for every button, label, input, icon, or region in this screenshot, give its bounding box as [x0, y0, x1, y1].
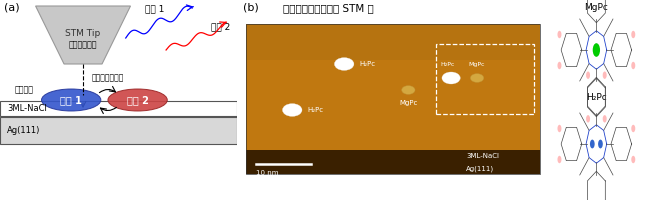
- Text: H₂Pc: H₂Pc: [441, 62, 455, 67]
- Circle shape: [590, 140, 595, 148]
- Circle shape: [471, 74, 484, 82]
- Text: (b): (b): [243, 3, 259, 13]
- Circle shape: [603, 115, 606, 123]
- Text: トンネル電流: トンネル電流: [69, 40, 97, 49]
- Bar: [0, 101, 237, 116]
- Text: MgPc: MgPc: [399, 100, 417, 106]
- Text: H₂Pc: H₂Pc: [307, 107, 324, 113]
- Circle shape: [631, 125, 635, 132]
- Circle shape: [631, 62, 635, 69]
- Circle shape: [631, 156, 635, 163]
- Text: エネルギー移動: エネルギー移動: [92, 73, 124, 82]
- Text: H₂Pc: H₂Pc: [586, 93, 606, 102]
- Text: STM Tip: STM Tip: [66, 28, 101, 38]
- Circle shape: [631, 31, 635, 38]
- Bar: [246, 150, 540, 174]
- Bar: [246, 24, 540, 60]
- Circle shape: [558, 31, 562, 38]
- Circle shape: [586, 115, 590, 123]
- Circle shape: [586, 71, 590, 79]
- Circle shape: [558, 156, 562, 163]
- Text: 発光 2: 発光 2: [211, 22, 230, 31]
- Circle shape: [402, 86, 415, 94]
- Circle shape: [558, 125, 562, 132]
- Ellipse shape: [42, 89, 101, 111]
- Text: Ag(111): Ag(111): [467, 166, 495, 172]
- Text: 分子 1: 分子 1: [60, 95, 82, 105]
- Text: (a): (a): [3, 3, 20, 13]
- Bar: [0, 117, 237, 144]
- Circle shape: [558, 62, 562, 69]
- Circle shape: [442, 72, 460, 84]
- Circle shape: [334, 58, 354, 70]
- Circle shape: [603, 71, 606, 79]
- Text: MgPc: MgPc: [584, 3, 608, 12]
- Text: MgPc: MgPc: [469, 62, 486, 67]
- Bar: [246, 24, 540, 150]
- Ellipse shape: [108, 89, 167, 111]
- Text: 局所励起: 局所励起: [14, 86, 33, 95]
- Text: 実験に用いた試料の STM 像: 実験に用いた試料の STM 像: [283, 3, 374, 13]
- Circle shape: [598, 140, 603, 148]
- Text: 10 nm: 10 nm: [255, 170, 278, 176]
- Polygon shape: [36, 6, 131, 64]
- Text: 分子 2: 分子 2: [127, 95, 149, 105]
- Text: Ag(111): Ag(111): [7, 126, 40, 135]
- Circle shape: [283, 104, 302, 116]
- Text: 発光 1: 発光 1: [144, 4, 164, 13]
- Text: 3ML-NaCl: 3ML-NaCl: [7, 104, 47, 113]
- Circle shape: [593, 43, 600, 57]
- Text: H₂Pc: H₂Pc: [359, 61, 376, 67]
- Bar: [246, 24, 540, 174]
- Text: 3ML-NaCl: 3ML-NaCl: [467, 153, 499, 159]
- Bar: [436, 44, 534, 114]
